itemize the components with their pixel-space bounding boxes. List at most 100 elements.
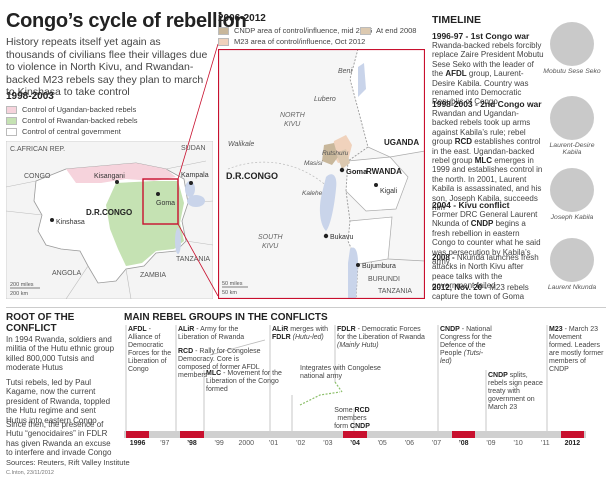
legend-item: At end 2008 [360, 25, 416, 36]
right-map-period: 2006-2012 [218, 13, 266, 24]
portrait-caption: Mobutu Sese Seko [543, 68, 601, 75]
timeline-entry-body: Rwandan and Ugandan-backed rebels took u… [432, 109, 543, 213]
root-para: In 1994 Rwanda, soldiers and militia of … [6, 335, 115, 373]
root-para: Tutsi rebels, led by Paul Kagame, now th… [6, 378, 111, 425]
left-map: C.AFRICAN REP. SUDAN CONGO Kisangani Gom… [6, 141, 213, 299]
label-bukavu: Bukavu [330, 234, 353, 241]
lake-tanganyika [348, 247, 358, 299]
timeline-entry-body: M23 rebels capture the town of Goma [432, 283, 529, 302]
label-kinshasa: Kinshasa [56, 219, 85, 226]
portrait-laurent-kabila [550, 96, 594, 140]
label-north-kivu: NORTH [280, 112, 306, 119]
lake-albert [185, 181, 195, 197]
uganda-area [350, 49, 425, 157]
legend-swatch [218, 26, 229, 35]
year-tick: ’11 [540, 440, 550, 447]
scale-mi: 200 miles [10, 282, 34, 288]
portrait-mobutu [550, 22, 594, 66]
group-afdl: AFDL - Alliance of Democratic Forces for… [128, 326, 172, 373]
intro-text: History repeats itself yet again as thou… [6, 36, 208, 98]
sources: Sources: Reuters, Rift Valley Institute [6, 458, 130, 467]
group-cndp-splits: CNDP splits, rebels sign peace treaty wi… [488, 372, 543, 411]
timeline-entry: 1998-2003 - 2nd Congo war Rwandan and Ug… [432, 99, 544, 212]
label-uganda: UGANDA [384, 138, 419, 147]
group-rcd: RCD - Rally for Congolese Democracy. Cor… [178, 348, 261, 379]
label-rutshuru: Rutshuru [322, 150, 349, 157]
right-map: Beni Lubero NORTH KIVU UGANDA Walikale R… [218, 49, 425, 299]
cndp-area-2008 [336, 149, 350, 169]
label-south-kivu-2: KIVU [262, 243, 279, 250]
label-drc: D.R.CONGO [226, 171, 278, 181]
label-north-kivu-2: KIVU [284, 121, 301, 128]
legend-label: Control of Ugandan-backed rebels [22, 105, 137, 114]
year-tick: ’07 [431, 440, 442, 447]
legend-item: Control of central government [6, 126, 137, 137]
year-tick: ’99 [214, 440, 224, 447]
year-tick: ’06 [404, 440, 414, 447]
label-burundi: BURUNDI [368, 276, 400, 283]
portrait-joseph-kabila [550, 168, 594, 212]
year-tick: ’05 [377, 440, 387, 447]
year-tick: ’10 [513, 440, 523, 447]
label-kigali: Kigali [380, 188, 398, 195]
label-goma: Goma [156, 200, 175, 207]
label-south-kivu: SOUTH [258, 234, 283, 241]
year-tick: 2000 [238, 440, 255, 447]
scale-mi: 50 miles [222, 281, 243, 287]
legend-swatch [6, 127, 17, 136]
year-tick: ’98 [187, 440, 197, 447]
legend-swatch [218, 37, 229, 46]
year-highlight [452, 431, 476, 438]
label-beni: Beni [338, 68, 352, 75]
left-map-period: 1998-2003 [6, 91, 54, 102]
dashed-fdlr [334, 381, 343, 393]
group-mlc: MLC - Movement for the Liberation of the… [206, 370, 282, 393]
legend-label: CNDP area of control/influence, mid 2006 [234, 26, 373, 35]
year-highlight [560, 431, 584, 438]
timeline-entry: 1996-97 - 1st Congo war Rwanda-backed re… [432, 31, 544, 107]
label-tanzania: TANZANIA [176, 256, 210, 263]
lake-edward [358, 63, 366, 97]
legend-swatch [6, 116, 17, 125]
group-cndp: CNDP - National Congress for the Defence… [440, 326, 492, 365]
group-alir-merge: ALiR merges with FDLR (Hutu-led) [272, 326, 329, 341]
scale-km: 200 km [10, 291, 28, 297]
label-tanzania: TANZANIA [378, 288, 412, 295]
legend-label: At end 2008 [376, 26, 417, 35]
label-kisangani: Kisangani [94, 173, 125, 180]
label-zambia: ZAMBIA [140, 272, 166, 279]
legend-item: Control of Rwandan-backed rebels [6, 115, 137, 126]
goma-region-highlight [142, 178, 179, 225]
portrait-caption: Laurent Nkunda [547, 284, 597, 291]
year-tick: ’03 [323, 440, 333, 447]
timeline-entry-body: Nkunda launches fresh attacks in North K… [432, 253, 539, 291]
timeline-entry: 2004 - Kivu conflict Former DRC General … [432, 200, 544, 266]
portrait-caption: Joseph Kabila [550, 214, 594, 221]
section-divider [6, 307, 606, 308]
kigali-dot [374, 183, 378, 187]
year-highlight [126, 431, 150, 438]
dashed-integrates [299, 391, 341, 406]
group-some-rcd: Some RCD members form CNDP [334, 407, 370, 430]
year-bar [124, 431, 586, 438]
page-title: Congo’s cycle of rebellion [6, 10, 247, 32]
portrait-caption: Laurent-Desire Kabila [549, 142, 595, 156]
cndp-area-2006 [322, 143, 338, 165]
legend-label: Control of Rwandan-backed rebels [22, 116, 138, 125]
label-congo: CONGO [24, 173, 51, 180]
year-tick: ’09 [486, 440, 496, 447]
burundi-area [348, 217, 392, 264]
legend-label: M23 area of control/influence, Oct 2012 [234, 37, 366, 46]
label-kalehe: Kalehe [302, 190, 323, 197]
country-borders [345, 146, 425, 265]
kisangani-dot [115, 180, 119, 184]
lake-kivu [319, 174, 337, 231]
left-map-legend: Control of Ugandan-backed rebels Control… [6, 104, 137, 137]
credit: C.Inton, 23/11/2012 [6, 470, 54, 476]
timeline-entry-head: 1998-2003 - 2nd Congo war [432, 99, 542, 109]
timeline-entry-body: Rwanda-backed rebels forcibly replace Za… [432, 41, 544, 107]
label-walikale: Walikale [228, 141, 254, 148]
year-ticks: 1996 ’97 ’98 ’99 2000 ’01 ’02 ’03 ’04 ’05 ’06 ’07 ’0… [124, 440, 586, 450]
label-masisi: Masisi [304, 160, 323, 167]
scale-km: 50 km [222, 290, 237, 296]
